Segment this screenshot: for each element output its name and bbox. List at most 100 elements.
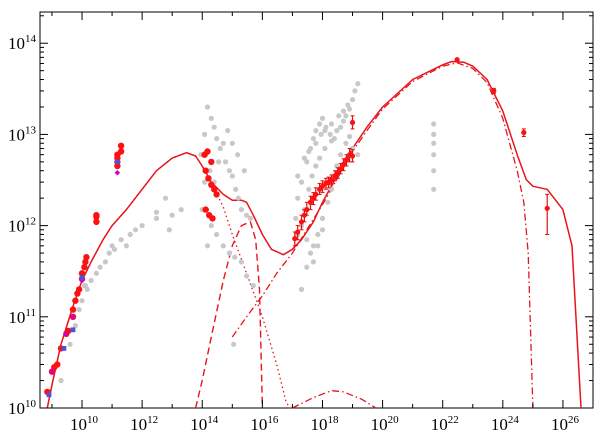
gray-data-point — [208, 223, 214, 229]
gray-data-point — [162, 195, 169, 201]
x-tick-label-exponent: 18 — [327, 414, 339, 426]
red-data-point — [69, 306, 77, 313]
red-errorbar-point — [319, 183, 326, 189]
gray-data-point — [310, 136, 316, 142]
red-data-point — [78, 270, 86, 277]
data-points — [44, 57, 550, 398]
gray-data-point — [298, 286, 305, 292]
gray-data-point — [225, 128, 231, 134]
gray-data-point — [340, 108, 347, 114]
gray-data-point — [166, 227, 172, 233]
gray-data-point — [127, 231, 133, 238]
gray-data-point — [293, 215, 299, 221]
gray-data-point — [106, 250, 112, 256]
gray-data-point — [328, 138, 335, 144]
gray-data-point — [211, 124, 217, 130]
x-tick-label: 1018 — [310, 414, 339, 434]
gray-data-point — [431, 168, 437, 174]
gray-data-point — [204, 243, 211, 249]
gray-data-point — [204, 104, 211, 110]
gray-data-point — [139, 223, 145, 229]
red-errorbar-point — [310, 195, 316, 201]
gray-data-point — [355, 152, 361, 158]
gray-data-point — [111, 246, 118, 252]
gray-data-point — [235, 195, 241, 201]
gray-data-point — [307, 250, 314, 256]
gray-data-point — [304, 159, 310, 165]
x-tick-label-base: 10 — [491, 415, 508, 434]
gray-data-point — [298, 179, 305, 185]
gray-data-point — [217, 145, 223, 152]
x-tick-label-exponent: 22 — [448, 414, 459, 426]
red-data-point — [211, 186, 218, 193]
gray-data-point — [79, 298, 85, 304]
gray-data-point — [76, 307, 82, 313]
gray-data-point — [226, 168, 232, 174]
gray-data-point — [343, 140, 349, 146]
x-tick-label: 1014 — [190, 414, 219, 434]
red-errorbar-point — [298, 219, 305, 225]
model-dotted-curve — [46, 152, 291, 409]
red-data-point — [93, 218, 100, 225]
x-tick-label-exponent: 10 — [87, 414, 99, 426]
red-data-point — [54, 361, 61, 368]
red-errorbar-point — [349, 119, 356, 126]
gray-data-point — [295, 195, 301, 201]
gray-data-point — [313, 140, 319, 146]
x-tick-label-base: 10 — [190, 415, 207, 434]
model-curves — [46, 60, 582, 409]
gray-data-point — [322, 145, 328, 152]
gray-data-point — [310, 243, 316, 249]
x-tick-label: 1010 — [70, 414, 99, 434]
gray-data-point — [250, 283, 256, 289]
y-tick-label-base: 10 — [8, 399, 25, 418]
x-tick-label-exponent: 12 — [147, 414, 158, 426]
red-data-point — [93, 212, 100, 219]
axis-ticks — [40, 12, 594, 409]
purple-square-point — [79, 275, 85, 280]
purple-square-point — [70, 327, 76, 333]
x-tick-label-exponent: 24 — [508, 414, 520, 426]
y-tick-label-base: 10 — [8, 34, 25, 53]
gray-data-point — [216, 159, 222, 165]
y-tick-label: 1010 — [8, 398, 37, 418]
gray-data-point — [223, 159, 229, 165]
gray-data-point — [327, 131, 333, 137]
x-tick-label: 1022 — [431, 414, 459, 434]
gray-data-point — [304, 264, 310, 270]
gray-data-point — [238, 207, 244, 213]
gray-data-point — [317, 155, 323, 161]
gray-data-point — [229, 140, 235, 146]
y-tick-label: 1013 — [8, 124, 37, 144]
gray-data-point — [304, 237, 310, 243]
y-tick-label-exponent: 13 — [25, 124, 37, 136]
gray-data-point — [67, 341, 73, 347]
gray-data-point — [301, 155, 307, 161]
x-tick-label: 1024 — [491, 414, 520, 434]
y-tick-label-exponent: 14 — [25, 33, 37, 45]
gray-data-point — [82, 283, 88, 289]
red-errorbar-point — [338, 166, 344, 172]
red-data-point — [202, 206, 209, 213]
gray-data-point — [340, 118, 347, 124]
red-data-point — [202, 167, 209, 174]
gray-data-point — [310, 259, 316, 265]
gray-data-point — [352, 88, 358, 94]
red-errorbar-point — [328, 176, 335, 183]
gray-data-point — [313, 163, 319, 169]
purple-square-point — [61, 346, 67, 351]
gray-data-point — [214, 136, 220, 142]
red-data-point — [75, 286, 83, 293]
gray-data-point — [229, 173, 235, 179]
gray-data-point — [132, 227, 139, 233]
x-tick-label: 1016 — [250, 414, 279, 434]
y-tick-label-exponent: 10 — [25, 398, 37, 410]
magenta-diamond-point — [49, 368, 55, 375]
x-tick-label-exponent: 20 — [388, 414, 400, 426]
red-errorbar-point — [295, 229, 301, 235]
y-tick-label: 1014 — [8, 33, 37, 53]
y-tick-label-base: 10 — [8, 308, 25, 327]
plot-frame — [39, 11, 594, 409]
gray-data-point — [231, 341, 237, 347]
gray-data-point — [247, 215, 253, 221]
